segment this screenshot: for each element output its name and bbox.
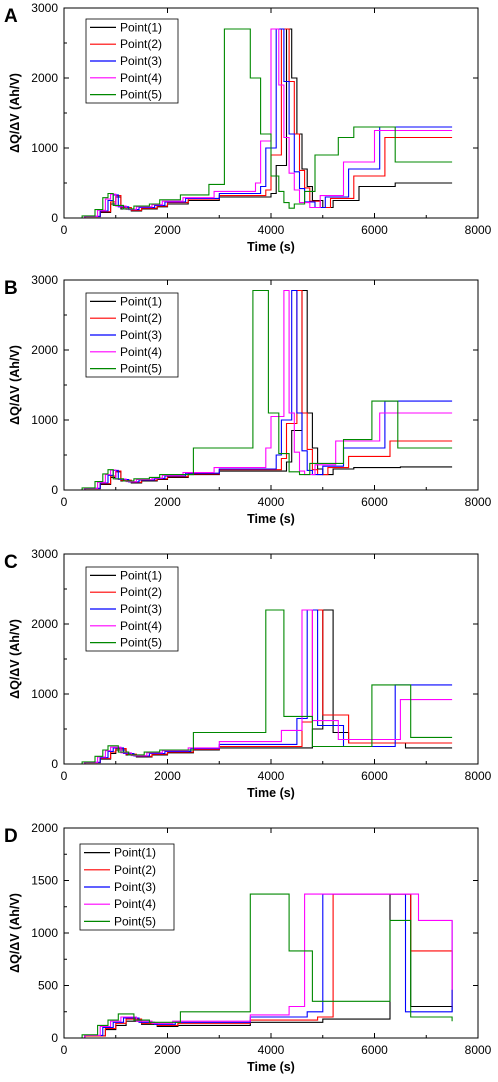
legend: Point(1) Point(2) Point(3) Point(4) Point(5) [85,292,179,378]
series-line-point-2 [64,609,453,765]
y-tick-label: 1000 [31,926,58,940]
legend-entry: Point(2) [120,585,162,599]
series-line-point-4 [64,28,453,219]
y-tick-label: 2000 [31,821,58,835]
y-tick-label: 0 [51,483,58,497]
chart-panel-c: C 0 2000 4000 6000 8000 0 1000 2000 3000 Time (s) Δ… [4,547,492,800]
legend-entry: Point(2) [120,311,162,325]
series-line-point-5 [64,289,453,491]
x-tick-label: 8000 [465,1043,492,1057]
legend-entry: Point(4) [120,71,162,85]
legend: Point(1) Point(2) Point(3) Point(4) Point(5) [79,843,175,931]
x-tick-label: 2000 [154,769,181,783]
x-tick-label: 0 [61,495,68,509]
series-line-point-3 [64,609,453,765]
y-tick-label: 3000 [31,273,58,287]
y-tick-label: 2000 [31,71,58,85]
legend-entry: Point(3) [120,602,162,616]
chart-panel-d: D 0 2000 4000 6000 8000 0 500 1000 1500 2000 Time (… [4,821,492,1074]
x-tick-label: 8000 [465,495,492,509]
y-axis-label: ΔQ/ΔV (Ah/V) [8,345,22,425]
y-axis-label: ΔQ/ΔV (Ah/V) [8,893,22,973]
y-tick-label: 0 [51,1031,58,1045]
y-tick-label: 2000 [31,617,58,631]
legend-entry: Point(1) [114,846,156,860]
x-tick-label: 8000 [465,223,492,237]
legend: Point(1) Point(2) Point(3) Point(4) Point(5) [85,566,179,652]
x-tick-label: 6000 [361,769,388,783]
x-tick-label: 2000 [154,1043,181,1057]
x-tick-label: 4000 [258,495,285,509]
panel-letter: D [4,826,18,847]
x-tick-label: 6000 [361,223,388,237]
legend-entry: Point(4) [120,619,162,633]
panel-letter: A [4,6,18,27]
series-line-point-4 [64,609,453,765]
x-tick-label: 6000 [361,495,388,509]
legend-entry: Point(5) [120,362,162,376]
legend-entry: Point(5) [120,88,162,102]
legend-entry: Point(1) [120,568,162,582]
x-tick-label: 4000 [258,769,285,783]
x-axis-label: Time (s) [247,240,295,254]
legend-entry: Point(1) [120,294,162,308]
series-line-point-5 [64,609,453,765]
legend-entry: Point(2) [120,37,162,51]
y-tick-label: 0 [51,757,58,771]
legend-entry: Point(4) [120,345,162,359]
y-tick-label: 2000 [31,343,58,357]
y-tick-label: 1000 [31,687,58,701]
x-tick-label: 0 [61,769,68,783]
x-tick-label: 4000 [258,1043,285,1057]
x-tick-label: 2000 [154,495,181,509]
y-axis-label: ΔQ/ΔV (Ah/V) [8,619,22,699]
legend-entry: Point(1) [120,20,162,34]
x-tick-label: 6000 [361,1043,388,1057]
legend-entry: Point(3) [120,54,162,68]
legend: Point(1) Point(2) Point(3) Point(4) Point(5) [85,18,179,104]
y-tick-label: 500 [38,979,58,993]
y-tick-label: 3000 [31,1,58,15]
chart-panel-b: B 0 2000 4000 6000 8000 0 1000 2000 3000 Time (s) Δ… [4,273,492,526]
y-axis-label: ΔQ/ΔV (Ah/V) [8,73,22,153]
y-tick-label: 3000 [31,547,58,561]
y-tick-label: 1000 [31,141,58,155]
y-tick-label: 0 [51,211,58,225]
y-tick-label: 1500 [31,874,58,888]
legend-entry: Point(5) [120,636,162,650]
x-tick-label: 2000 [154,223,181,237]
legend-entry: Point(2) [114,863,156,877]
x-tick-label: 0 [61,223,68,237]
series-line-point-5 [64,28,453,219]
x-tick-label: 0 [61,1043,68,1057]
series-line-point-4 [64,893,453,1039]
panel-letter: C [4,552,18,573]
legend-entry: Point(5) [114,914,156,928]
y-tick-label: 1000 [31,413,58,427]
x-axis-label: Time (s) [247,512,295,526]
x-axis-label: Time (s) [247,1060,295,1074]
x-tick-label: 8000 [465,769,492,783]
series-line-point-4 [64,289,453,491]
x-tick-label: 4000 [258,223,285,237]
x-axis-label: Time (s) [247,786,295,800]
panel-letter: B [4,278,18,299]
legend-entry: Point(3) [114,880,156,894]
legend-entry: Point(4) [114,897,156,911]
series-line-point-5 [64,893,453,1039]
chart-panel-a: A 0 2000 4000 6000 8000 0 1000 2000 3000 Time (s) Δ… [4,1,492,254]
legend-entry: Point(3) [120,328,162,342]
